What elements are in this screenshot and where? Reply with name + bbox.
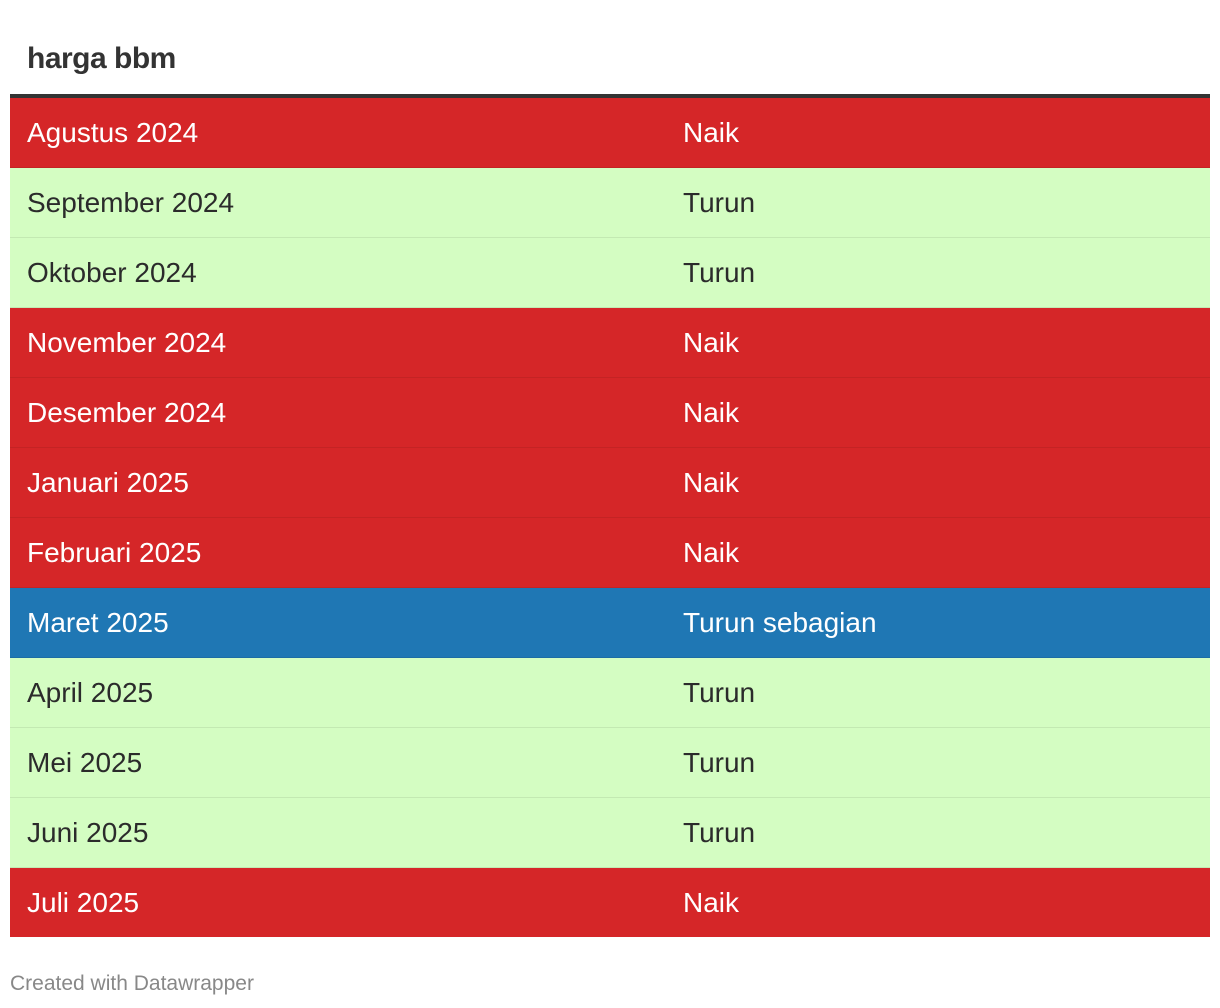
table-row: November 2024 Naik	[10, 308, 1210, 378]
table-row: Oktober 2024 Turun	[10, 238, 1210, 308]
month-cell: Maret 2025	[27, 607, 169, 638]
month-cell: Desember 2024	[27, 397, 227, 428]
month-cell: Februari 2025	[27, 537, 202, 568]
table-row: Juli 2025 Naik	[10, 868, 1210, 937]
status-cell: Turun	[683, 747, 756, 778]
table-row: Februari 2025 Naik	[10, 518, 1210, 588]
status-cell: Naik	[683, 117, 740, 148]
month-cell: April 2025	[27, 677, 154, 708]
month-cell: Juli 2025	[27, 887, 140, 918]
status-cell: Turun	[683, 677, 756, 708]
month-cell: Oktober 2024	[27, 257, 197, 288]
table-row: Agustus 2024 Naik	[10, 98, 1210, 168]
table-row: September 2024 Turun	[10, 168, 1210, 238]
table-row: Januari 2025 Naik	[10, 448, 1210, 518]
month-cell: Januari 2025	[27, 467, 189, 498]
data-table: Agustus 2024 Naik September 2024 Turun Oktob…	[10, 94, 1210, 937]
table-row: Juni 2025 Turun	[10, 798, 1210, 868]
table-row: Maret 2025 Turun sebagian	[10, 588, 1210, 658]
month-cell: September 2024	[27, 187, 235, 218]
status-cell: Turun	[683, 817, 756, 848]
month-cell: November 2024	[27, 327, 227, 358]
status-cell: Naik	[683, 537, 740, 568]
footer-credit: Created with Datawrapper	[10, 972, 254, 995]
month-cell: Mei 2025	[27, 747, 143, 778]
status-cell: Naik	[683, 327, 740, 358]
status-cell: Turun	[683, 257, 756, 288]
header-rule	[10, 94, 1210, 98]
chart-title: harga bbm	[27, 42, 176, 75]
status-cell: Naik	[683, 397, 740, 428]
status-cell: Naik	[683, 887, 740, 918]
status-cell: Turun	[683, 187, 756, 218]
month-cell: Juni 2025	[27, 817, 149, 848]
table-body: Agustus 2024 Naik September 2024 Turun Oktob…	[10, 98, 1210, 937]
month-cell: Agustus 2024	[27, 117, 199, 148]
table-row: April 2025 Turun	[10, 658, 1210, 728]
table-row: Desember 2024 Naik	[10, 378, 1210, 448]
table-row: Mei 2025 Turun	[10, 728, 1210, 798]
status-cell: Naik	[683, 467, 740, 498]
status-cell: Turun sebagian	[683, 607, 877, 638]
